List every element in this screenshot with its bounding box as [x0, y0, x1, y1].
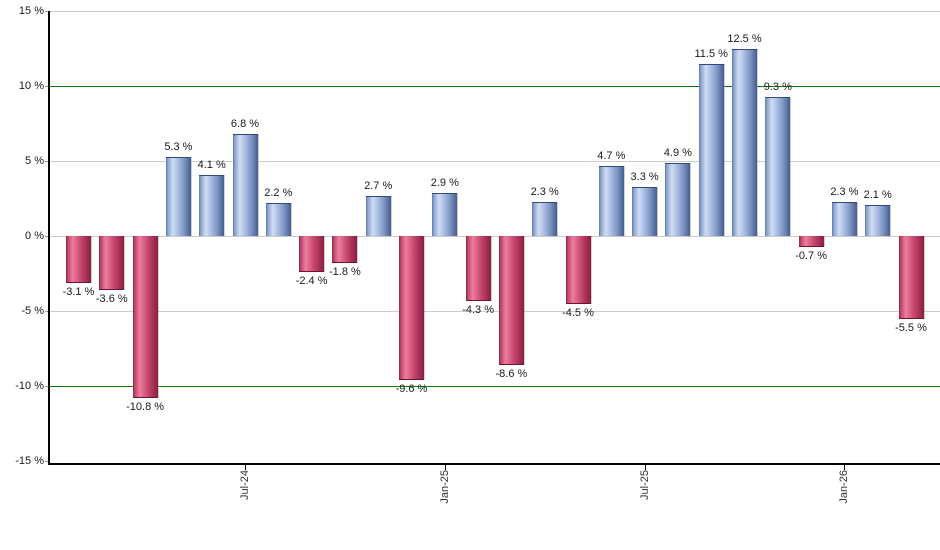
highlight-gridline [49, 86, 940, 87]
positive-bar[interactable] [698, 63, 724, 236]
x-tick-mark [644, 464, 646, 470]
x-tick-label: Jul-24 [239, 470, 251, 500]
y-axis-line [48, 11, 50, 465]
bar-value-label: 2.3 % [830, 185, 859, 198]
bar-value-label: -0.7 % [795, 249, 827, 262]
x-tick-mark [444, 464, 446, 470]
bar-value-label: -4.3 % [462, 303, 494, 316]
negative-bar[interactable] [332, 236, 358, 263]
bar-value-label: 11.5 % [694, 47, 728, 60]
bar-value-label: 4.9 % [663, 146, 692, 159]
y-tick-label: -10 % [15, 380, 44, 392]
bar-value-label: -2.4 % [295, 275, 328, 287]
negative-bar[interactable] [132, 236, 158, 398]
negative-bar[interactable] [498, 236, 524, 365]
positive-bar[interactable] [732, 48, 757, 236]
negative-bar[interactable] [465, 236, 491, 301]
positive-bar[interactable] [265, 203, 291, 236]
bar-value-label: -5.5 % [895, 321, 927, 334]
positive-bar[interactable] [665, 162, 691, 236]
gridline [49, 11, 940, 12]
bar-value-label: -3.6 % [95, 293, 128, 305]
negative-bar[interactable] [898, 236, 924, 319]
y-tick-mark [45, 86, 49, 87]
positive-bar[interactable] [232, 134, 258, 236]
y-tick-label: -15 % [15, 455, 44, 467]
y-tick-mark [45, 236, 49, 237]
y-tick-label: 0 % [25, 230, 44, 242]
y-tick-mark [45, 386, 49, 387]
x-axis-line [48, 463, 940, 465]
bar-value-label: 2.3 % [530, 185, 559, 198]
bar-value-label: 9.3 % [763, 80, 792, 93]
positive-bar[interactable] [199, 174, 225, 236]
bar-value-label: 12.5 % [727, 32, 762, 45]
positive-bar[interactable] [532, 201, 558, 236]
x-tick-mark [844, 464, 846, 470]
x-tick-label: Jul-25 [638, 470, 651, 500]
x-tick-label: Jan-26 [838, 470, 851, 504]
bar-value-label: -10.8 % [126, 401, 165, 413]
positive-bar[interactable] [598, 165, 624, 236]
bar-value-label: 4.7 % [597, 149, 626, 162]
bar-value-label: 2.7 % [364, 179, 393, 192]
gridline [49, 161, 940, 162]
y-tick-mark [45, 461, 49, 462]
x-tick-mark [245, 464, 246, 470]
positive-bar[interactable] [632, 186, 658, 236]
bar-value-label: 2.1 % [863, 188, 892, 201]
positive-bar[interactable] [831, 201, 857, 236]
y-tick-mark [45, 311, 49, 312]
negative-bar[interactable] [99, 236, 125, 290]
y-tick-label: 15 % [18, 5, 44, 17]
bar-value-label: 2.2 % [264, 187, 293, 199]
negative-bar[interactable] [565, 236, 591, 304]
gridline [49, 311, 940, 312]
x-tick-label: Jan-25 [438, 470, 451, 504]
bar-value-label: -3.1 % [62, 285, 95, 298]
bar-value-label: -9.6 % [395, 383, 428, 395]
bar-value-label: 4.1 % [197, 158, 226, 171]
negative-bar[interactable] [798, 236, 824, 247]
y-tick-mark [45, 161, 49, 162]
bar-value-label: 2.9 % [430, 176, 459, 189]
bar-value-label: 3.3 % [630, 170, 659, 183]
y-tick-label: -5 % [21, 305, 44, 317]
negative-bar[interactable] [299, 236, 325, 272]
positive-bar[interactable] [165, 156, 191, 236]
highlight-gridline [49, 386, 940, 387]
bar-value-label: -1.8 % [328, 266, 361, 278]
bar-value-label: 6.8 % [230, 118, 260, 130]
negative-bar[interactable] [399, 236, 424, 380]
gridline [49, 236, 940, 237]
y-tick-mark [45, 11, 49, 12]
positive-bar[interactable] [865, 204, 891, 236]
positive-bar[interactable] [365, 195, 391, 236]
y-tick-label: 5 % [25, 155, 44, 167]
y-tick-label: 10 % [18, 80, 44, 92]
positive-bar[interactable] [432, 192, 458, 236]
bar-value-label: -8.6 % [495, 368, 528, 380]
bar-value-label: -4.5 % [562, 306, 594, 319]
negative-bar[interactable] [66, 236, 91, 283]
positive-bar[interactable] [765, 96, 791, 236]
bar-value-label: 5.3 % [164, 140, 193, 153]
